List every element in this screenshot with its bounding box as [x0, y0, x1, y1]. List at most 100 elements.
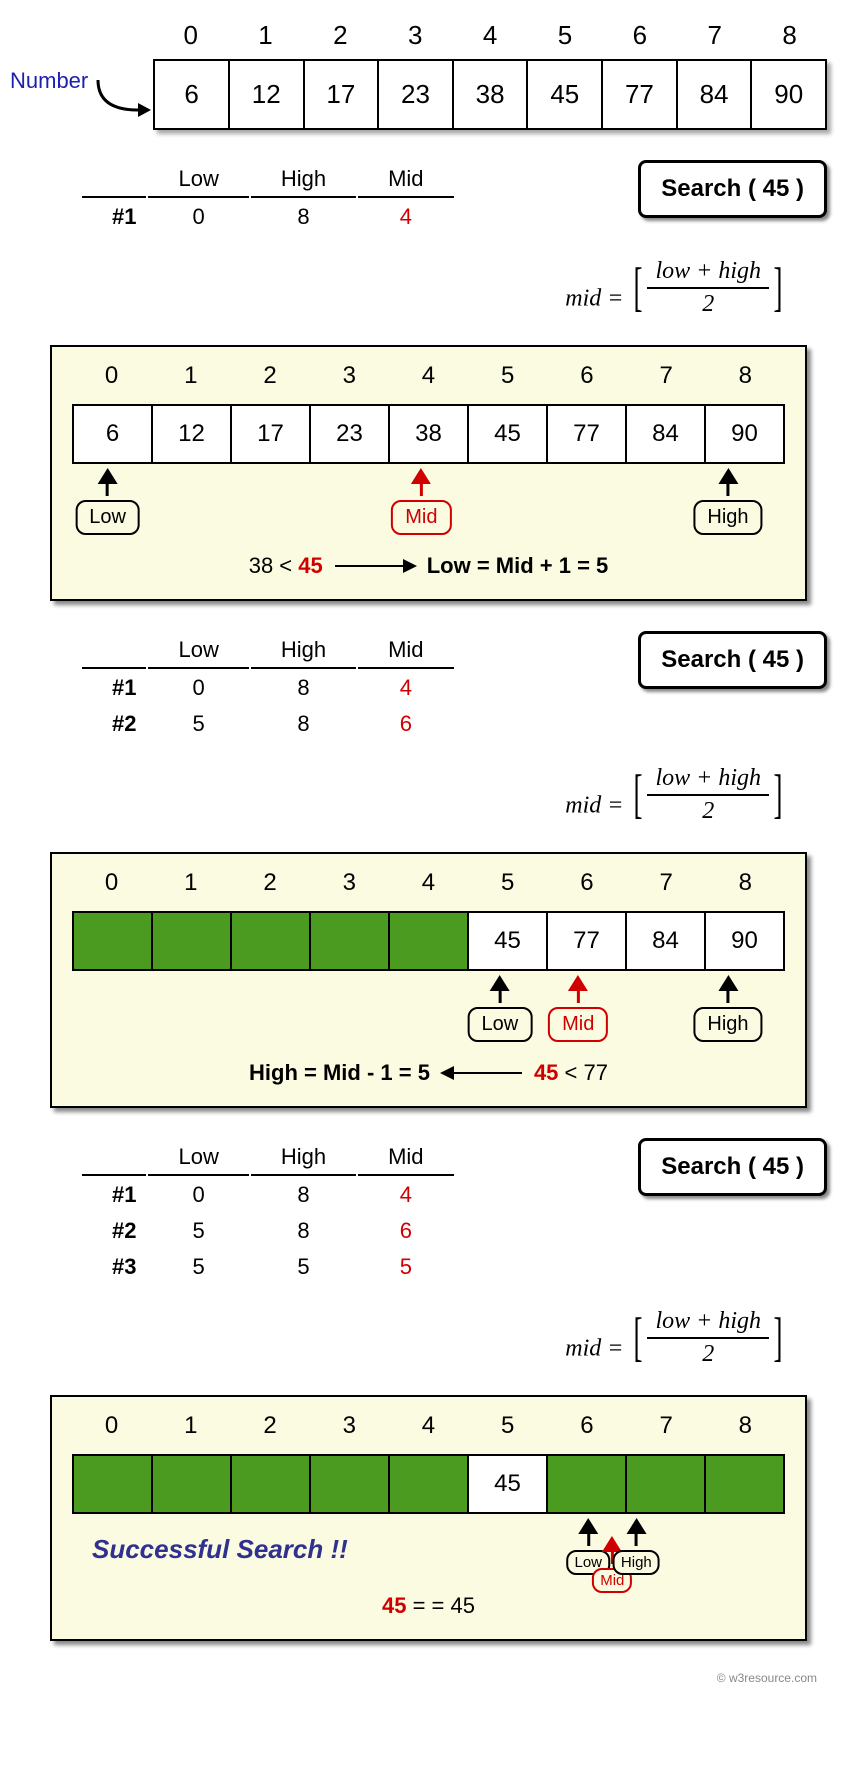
table-row: #2586	[82, 1214, 454, 1248]
search-box: Search ( 45 )	[638, 1138, 827, 1196]
cell: 84	[678, 61, 753, 128]
cell	[153, 1456, 232, 1512]
high-pointer: High	[693, 975, 762, 1042]
formula: mid = [low + high2]	[10, 256, 787, 320]
mid-pointer: Mid	[391, 468, 451, 535]
index: 3	[378, 20, 453, 59]
footer-credit: © w3resource.com	[10, 1671, 817, 1685]
cell	[627, 1456, 706, 1512]
step3: LowHighMid#1084#2586#3555 Search ( 45 )	[80, 1138, 827, 1286]
cell: 77	[548, 406, 627, 462]
low-pointer: Low	[467, 975, 532, 1042]
index: 8	[706, 1412, 785, 1448]
cell: 17	[232, 406, 311, 462]
index: 5	[468, 869, 547, 905]
cell: 45	[469, 913, 548, 969]
index: 8	[706, 362, 785, 398]
index: 3	[310, 869, 389, 905]
cell: 77	[603, 61, 678, 128]
index: 1	[151, 869, 230, 905]
step1-caption: 38 < 45 Low = Mid + 1 = 5	[72, 553, 785, 579]
index: 4	[389, 362, 468, 398]
index: 2	[230, 869, 309, 905]
table-row: #1084	[82, 200, 454, 234]
low-pointer: Low	[75, 468, 140, 535]
index: 1	[151, 362, 230, 398]
cell	[311, 1456, 390, 1512]
cell	[74, 1456, 153, 1512]
index: 6	[547, 869, 626, 905]
cell	[153, 913, 232, 969]
high-pointer: High	[613, 1518, 660, 1575]
index: 7	[627, 869, 706, 905]
cell: 6	[155, 61, 230, 128]
cell: 77	[548, 913, 627, 969]
number-label: Number	[10, 68, 88, 94]
cell	[390, 913, 469, 969]
step1-panel: 012345678 61217233845778490 LowMidHigh 3…	[50, 345, 807, 601]
index: 0	[72, 869, 151, 905]
step1-table: LowHighMid#1084	[80, 160, 456, 236]
index: 5	[528, 20, 603, 59]
step3-table: LowHighMid#1084#2586#3555	[80, 1138, 456, 1286]
step3-panel: 012345678 45 Successful Search !! LowMid…	[50, 1395, 807, 1641]
cell: 12	[153, 406, 232, 462]
cell	[232, 913, 311, 969]
cell: 23	[311, 406, 390, 462]
cell: 90	[706, 913, 783, 969]
arrow-right-icon	[335, 565, 415, 567]
index: 4	[389, 1412, 468, 1448]
cell: 6	[74, 406, 153, 462]
index: 4	[389, 869, 468, 905]
search-box: Search ( 45 )	[638, 160, 827, 218]
step2: LowHighMid#1084#2586 Search ( 45 )	[80, 631, 827, 743]
high-pointer: High	[693, 468, 762, 535]
table-row: #1084	[82, 1178, 454, 1212]
step2-caption: High = Mid - 1 = 5 45 < 77	[72, 1060, 785, 1086]
cell	[311, 913, 390, 969]
index: 2	[230, 362, 309, 398]
step1: LowHighMid#1084 Search ( 45 )	[80, 160, 827, 236]
index: 5	[468, 1412, 547, 1448]
step2-panel: 012345678 45778490 LowMidHigh High = Mid…	[50, 852, 807, 1108]
index: 7	[677, 20, 752, 59]
index: 6	[602, 20, 677, 59]
index: 3	[310, 1412, 389, 1448]
cell	[390, 1456, 469, 1512]
index: 0	[72, 362, 151, 398]
index: 1	[151, 1412, 230, 1448]
cell: 45	[469, 406, 548, 462]
cell: 84	[627, 406, 706, 462]
table-row: #1084	[82, 671, 454, 705]
cell	[232, 1456, 311, 1512]
cell	[548, 1456, 627, 1512]
cell	[74, 913, 153, 969]
index: 5	[468, 362, 547, 398]
table-row: #3555	[82, 1250, 454, 1284]
cell: 17	[305, 61, 380, 128]
cell: 90	[752, 61, 825, 128]
index: 1	[228, 20, 303, 59]
index: 7	[627, 362, 706, 398]
cell: 90	[706, 406, 783, 462]
table-row: #2586	[82, 707, 454, 741]
cell	[706, 1456, 783, 1512]
index: 7	[627, 1412, 706, 1448]
cell: 45	[469, 1456, 548, 1512]
cell: 38	[454, 61, 529, 128]
cell: 45	[528, 61, 603, 128]
step2-table: LowHighMid#1084#2586	[80, 631, 456, 743]
cell: 84	[627, 913, 706, 969]
arrow-left-icon	[442, 1072, 522, 1074]
index: 0	[153, 20, 228, 59]
mid-pointer: Mid	[548, 975, 608, 1042]
index: 3	[310, 362, 389, 398]
arrow-curve-icon	[93, 75, 153, 125]
index: 6	[547, 362, 626, 398]
index: 2	[303, 20, 378, 59]
cell: 38	[390, 406, 469, 462]
cell: 23	[379, 61, 454, 128]
index: 0	[72, 1412, 151, 1448]
index: 8	[752, 20, 827, 59]
index: 2	[230, 1412, 309, 1448]
